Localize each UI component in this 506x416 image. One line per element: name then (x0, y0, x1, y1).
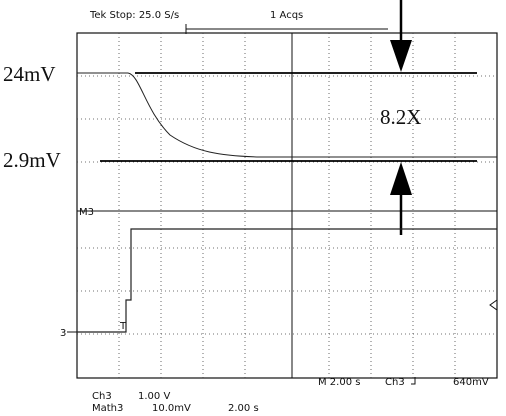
upper-trace (77, 73, 497, 157)
trigger-level: 640mV (453, 377, 489, 388)
math-marker: M3 (79, 207, 94, 218)
math-label: Math3 (92, 403, 123, 414)
level-marker (490, 300, 497, 310)
ch3-scale: 1.00 V (138, 391, 170, 402)
channel-marker: 3 (60, 328, 66, 339)
status: Tek Stop: 25.0 S/s (89, 10, 179, 21)
high-level: 24mV (3, 62, 56, 86)
ch3-label: Ch3 (92, 391, 112, 402)
ratio: 8.2X (380, 105, 421, 129)
acquisitions: 1 Acqs (270, 10, 303, 21)
lower-trace (77, 229, 497, 332)
graticule (77, 33, 497, 378)
trigger-source: Ch3 (385, 377, 405, 388)
math-time: 2.00 s (228, 403, 259, 414)
low-level: 2.9mV (3, 148, 61, 172)
math-scale: 10.0mV (152, 403, 191, 414)
scope-screen: Tek Stop: 25.0 S/s 1 Acqs 24mV 2.9mV 8.2… (0, 0, 506, 416)
timebase: M 2.00 s (318, 377, 360, 388)
trigger-marker: T (119, 321, 127, 332)
